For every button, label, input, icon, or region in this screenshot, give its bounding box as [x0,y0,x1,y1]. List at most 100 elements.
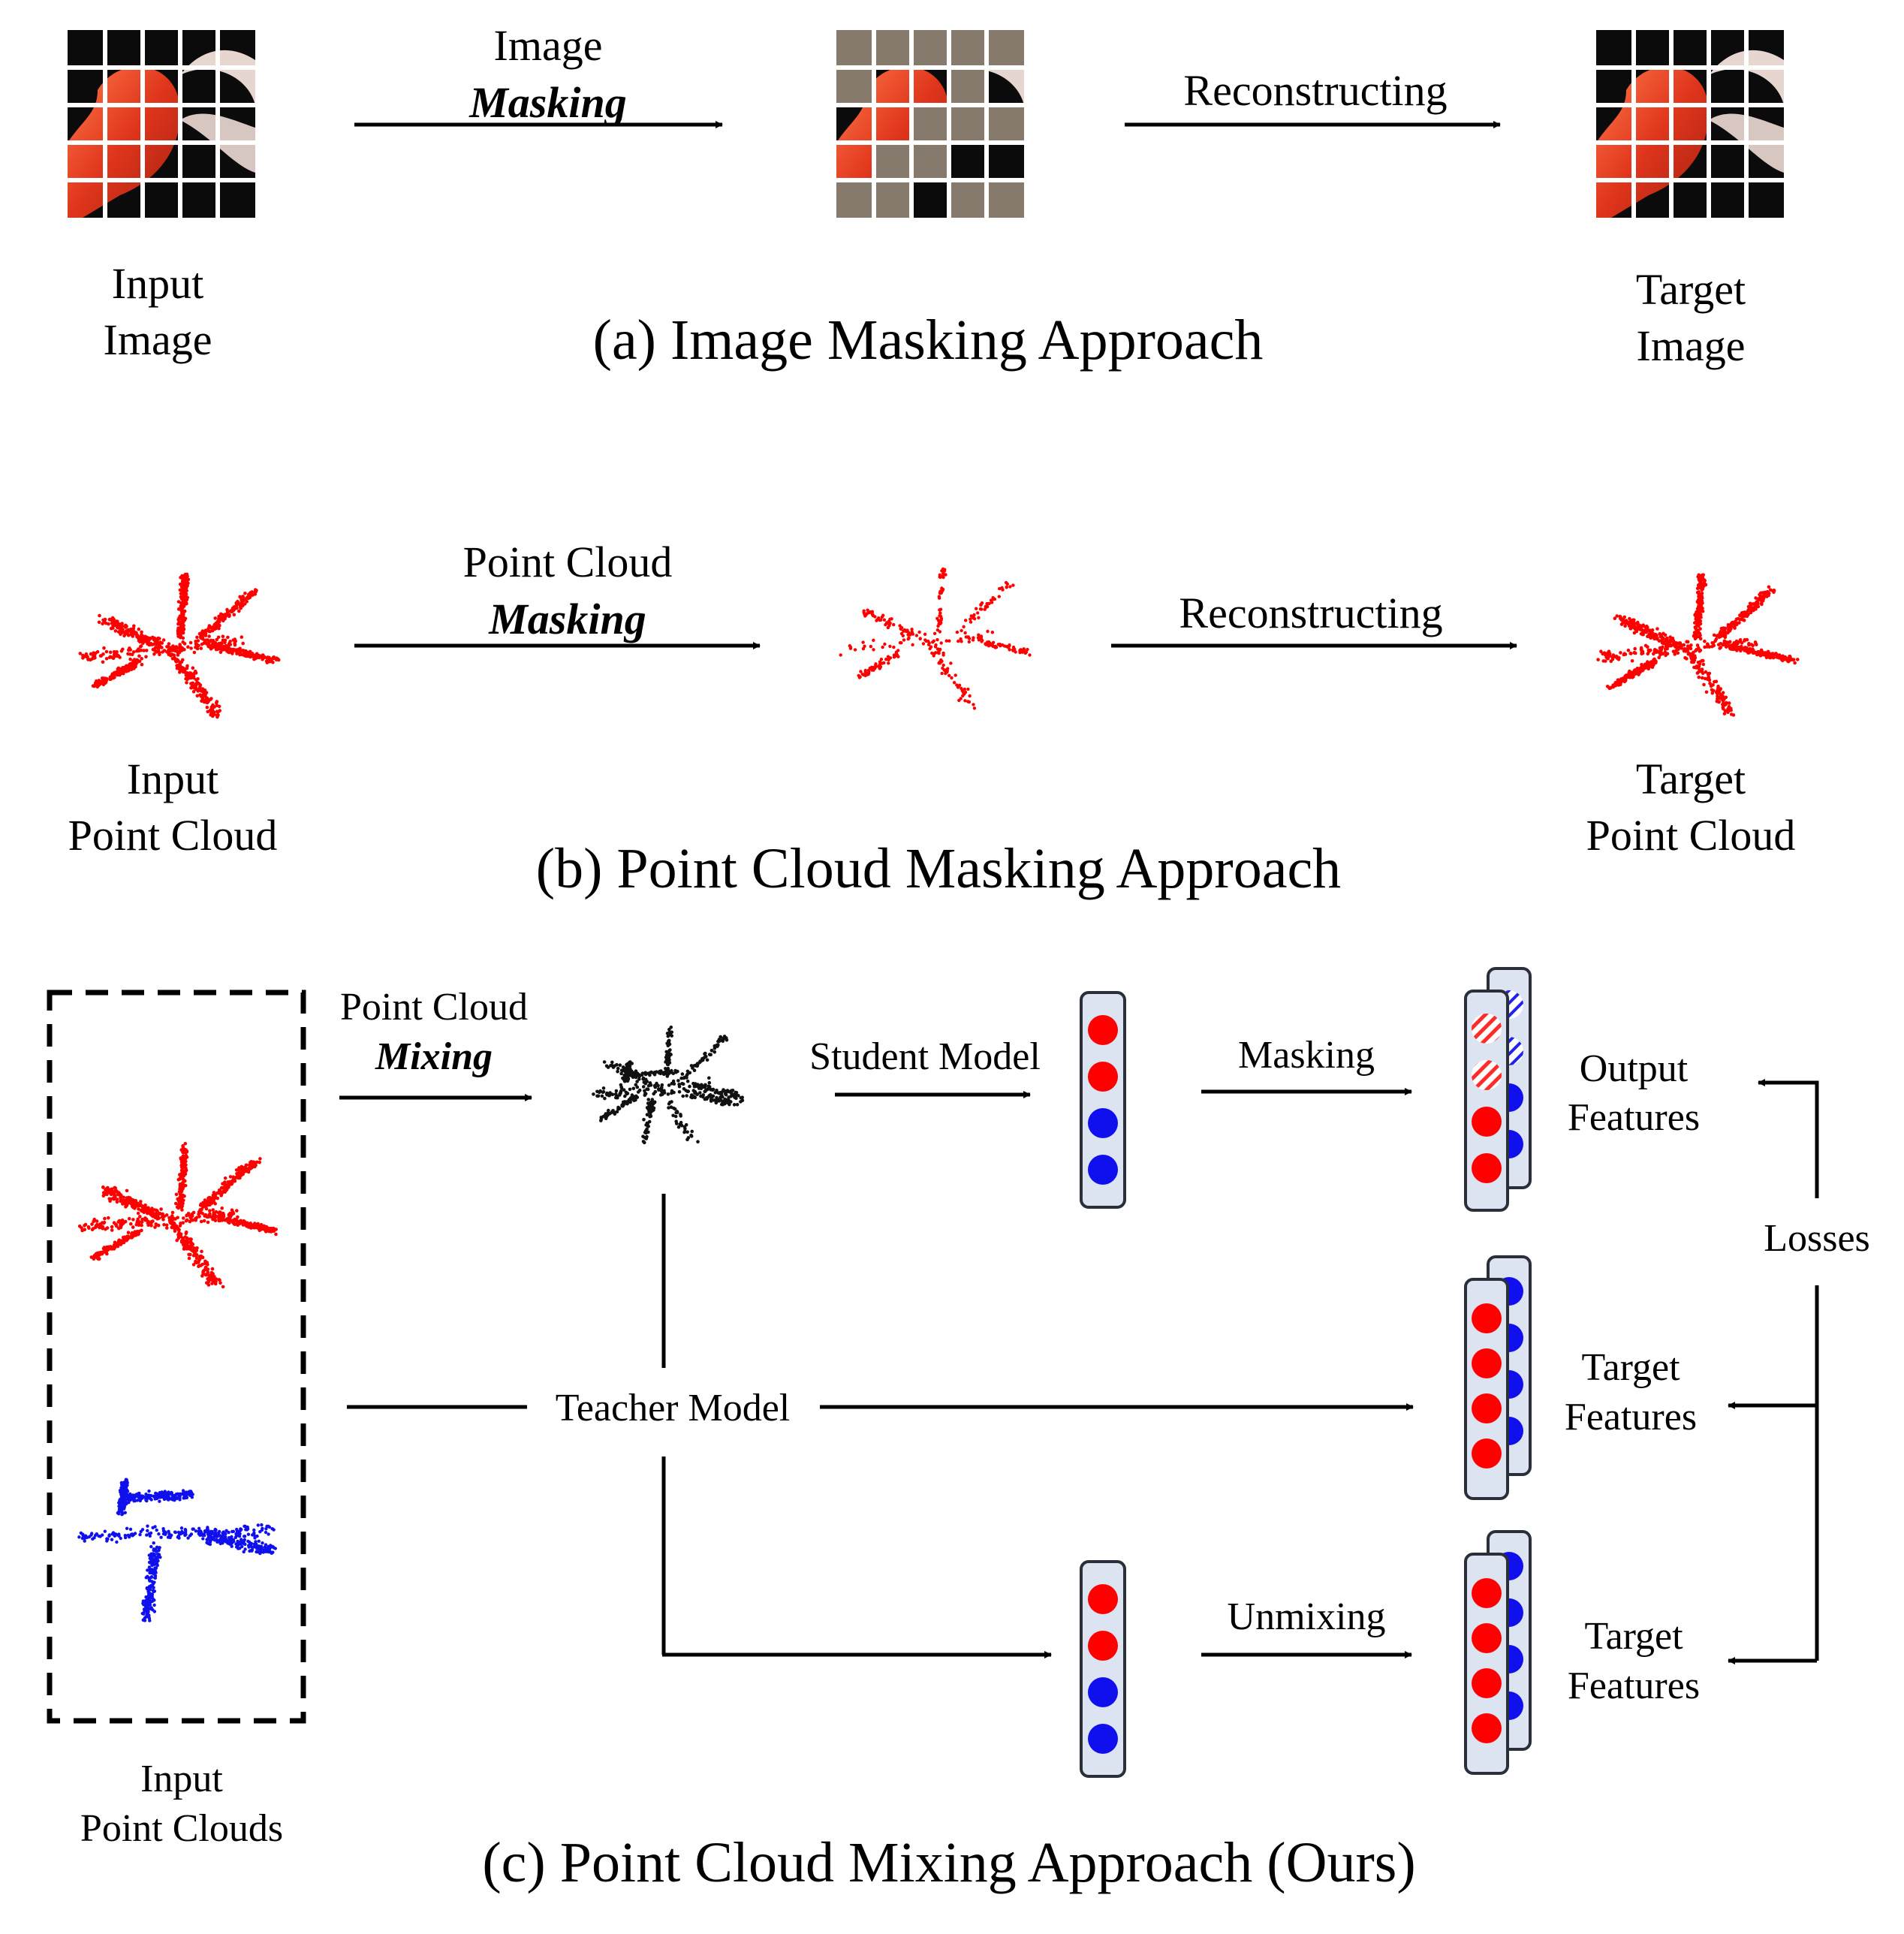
point [245,600,249,604]
point [1650,628,1655,632]
point [126,633,131,637]
point [150,1599,154,1604]
point [186,1490,190,1494]
point [1721,698,1725,703]
point [155,1528,158,1532]
point [910,628,914,631]
point [957,698,961,703]
point [179,635,182,640]
point [203,694,207,697]
point [137,627,141,631]
point [703,1083,707,1087]
point [164,1213,169,1217]
point [670,1030,673,1035]
point [940,671,944,676]
point [133,1234,137,1237]
point [211,1193,215,1197]
point [643,1093,647,1097]
point [152,636,157,640]
point [177,1201,182,1206]
point [206,627,210,631]
point [947,673,951,677]
point [182,1155,185,1159]
point [866,608,869,612]
point [1650,665,1655,669]
point [236,648,240,652]
point [1632,631,1637,635]
point [156,649,161,652]
point [240,597,243,601]
point [941,663,945,667]
point [1769,652,1773,656]
point [176,1496,180,1499]
point [101,676,104,680]
point [209,1270,214,1275]
point [1610,657,1615,661]
point [1618,679,1622,684]
point [1698,601,1702,604]
point [716,1039,720,1044]
point [252,1528,256,1532]
point [1653,637,1657,640]
point [127,1195,131,1200]
point [115,1540,119,1544]
point [192,671,197,676]
point [185,1237,190,1241]
point [105,1226,110,1230]
point [1633,625,1637,629]
point [132,624,136,628]
point [200,1262,204,1267]
point [1719,646,1723,649]
point [191,1243,195,1246]
point [967,700,972,704]
point [616,1069,619,1074]
point [179,1156,182,1160]
point [123,1220,128,1224]
point [1613,616,1617,620]
point [1001,643,1005,647]
point [204,1205,208,1210]
point [217,1531,221,1535]
point [944,639,948,643]
point [243,1222,246,1225]
point [935,628,940,632]
point [83,1224,86,1228]
point [213,616,218,620]
point [173,649,177,653]
point [967,637,972,640]
point [183,1142,188,1146]
point [233,1222,237,1226]
point [894,650,899,654]
point [230,610,234,614]
point [173,1530,177,1534]
point [185,1214,188,1218]
point [192,1251,197,1255]
point [182,1198,185,1203]
point [941,587,945,592]
point [116,1220,120,1224]
point [170,657,175,661]
point [1747,647,1752,652]
point [223,640,227,645]
point [1686,644,1690,648]
point [614,1089,619,1093]
point [191,690,196,694]
point [1629,675,1634,679]
point [148,637,152,641]
point [179,601,183,605]
point [147,1553,151,1557]
point [146,1206,150,1210]
point [123,1535,128,1540]
point [703,1051,707,1056]
point [1707,675,1711,679]
point [198,685,202,688]
point [152,1559,155,1563]
point [878,661,882,665]
point [931,640,935,644]
point [200,634,204,637]
point [206,1526,209,1529]
point [146,1524,149,1528]
point [1759,650,1763,654]
point [87,1226,91,1231]
point [230,1208,234,1212]
